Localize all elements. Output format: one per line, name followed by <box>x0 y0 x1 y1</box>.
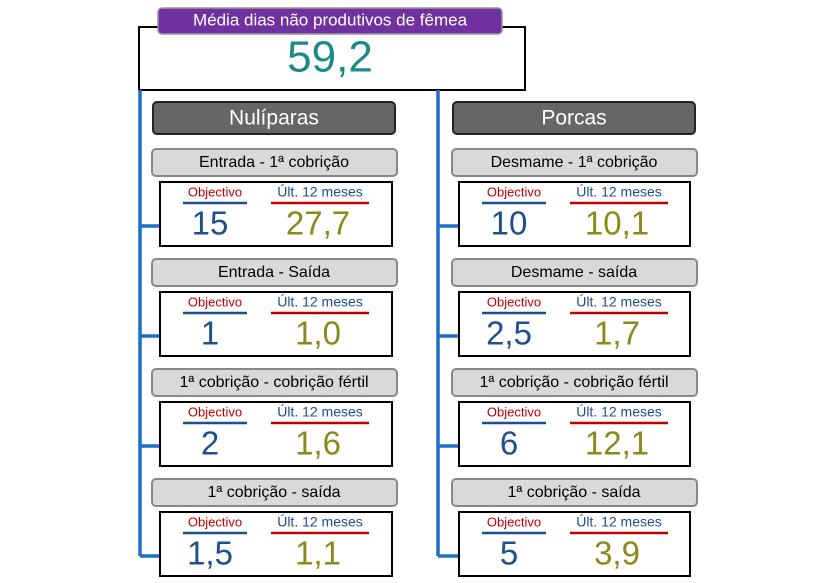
item-label-box <box>451 478 698 507</box>
last-label: Últ. 12 meses <box>277 294 363 310</box>
item-label: 1ª cobrição - saída <box>507 484 640 501</box>
value-box <box>159 401 393 467</box>
item-label-box <box>451 368 698 397</box>
total-box <box>138 26 526 91</box>
item-label: 1ª cobrição - saída <box>207 484 340 501</box>
target-value: 6 <box>500 425 518 462</box>
item-label: 1ª cobrição - cobrição fértil <box>179 374 368 391</box>
target-label: Objectivo <box>487 184 541 199</box>
value-box <box>458 511 691 577</box>
last-label: Últ. 12 meses <box>277 514 363 530</box>
item-label: Entrada - 1ª cobrição <box>199 154 349 171</box>
target-value: 2,5 <box>486 315 532 352</box>
last-value: 1,0 <box>295 315 341 352</box>
last-value: 12,1 <box>585 425 649 462</box>
target-value: 15 <box>192 205 229 242</box>
target-label: Objectivo <box>487 514 541 529</box>
total-value: 59,2 <box>287 33 373 82</box>
item-label: Desmame - saída <box>511 264 637 281</box>
target-label: Objectivo <box>188 294 242 309</box>
value-box <box>159 181 393 247</box>
item-label: 1ª cobrição - cobrição fértil <box>479 374 668 391</box>
item-label-box <box>151 258 398 287</box>
item-label: Desmame - 1ª cobrição <box>491 154 658 171</box>
item-label-box <box>151 478 398 507</box>
column-header <box>152 101 396 135</box>
target-label: Objectivo <box>188 514 242 529</box>
last-value: 10,1 <box>585 205 649 242</box>
title: Média dias não produtivos de fêmea <box>193 10 468 29</box>
item-label-box <box>151 368 398 397</box>
value-box <box>458 401 691 467</box>
value-box <box>159 291 393 357</box>
item-label-box <box>451 148 698 177</box>
last-label: Últ. 12 meses <box>576 514 662 530</box>
value-box <box>458 291 691 357</box>
last-label: Últ. 12 meses <box>576 184 662 200</box>
target-value: 1 <box>201 315 219 352</box>
last-value: 27,7 <box>286 205 350 242</box>
target-value: 5 <box>500 535 518 572</box>
last-value: 3,9 <box>594 535 640 572</box>
target-label: Objectivo <box>188 404 242 419</box>
last-label: Últ. 12 meses <box>277 184 363 200</box>
item-label: Entrada - Saída <box>218 264 330 281</box>
target-value: 1,5 <box>187 535 233 572</box>
title-box <box>157 7 503 35</box>
last-label: Últ. 12 meses <box>576 404 662 420</box>
value-box <box>159 511 393 577</box>
last-label: Últ. 12 meses <box>277 404 363 420</box>
column-header <box>452 101 696 135</box>
item-label-box <box>451 258 698 287</box>
target-value: 10 <box>491 205 528 242</box>
target-label: Objectivo <box>188 184 242 199</box>
last-value: 1,6 <box>295 425 341 462</box>
column-title: Porcas <box>541 107 606 130</box>
target-label: Objectivo <box>487 404 541 419</box>
target-label: Objectivo <box>487 294 541 309</box>
column-title: Nulíparas <box>229 107 319 130</box>
last-value: 1,7 <box>594 315 640 352</box>
target-value: 2 <box>201 425 219 462</box>
last-value: 1,1 <box>295 535 341 572</box>
value-box <box>458 181 691 247</box>
last-label: Últ. 12 meses <box>576 294 662 310</box>
item-label-box <box>151 148 398 177</box>
